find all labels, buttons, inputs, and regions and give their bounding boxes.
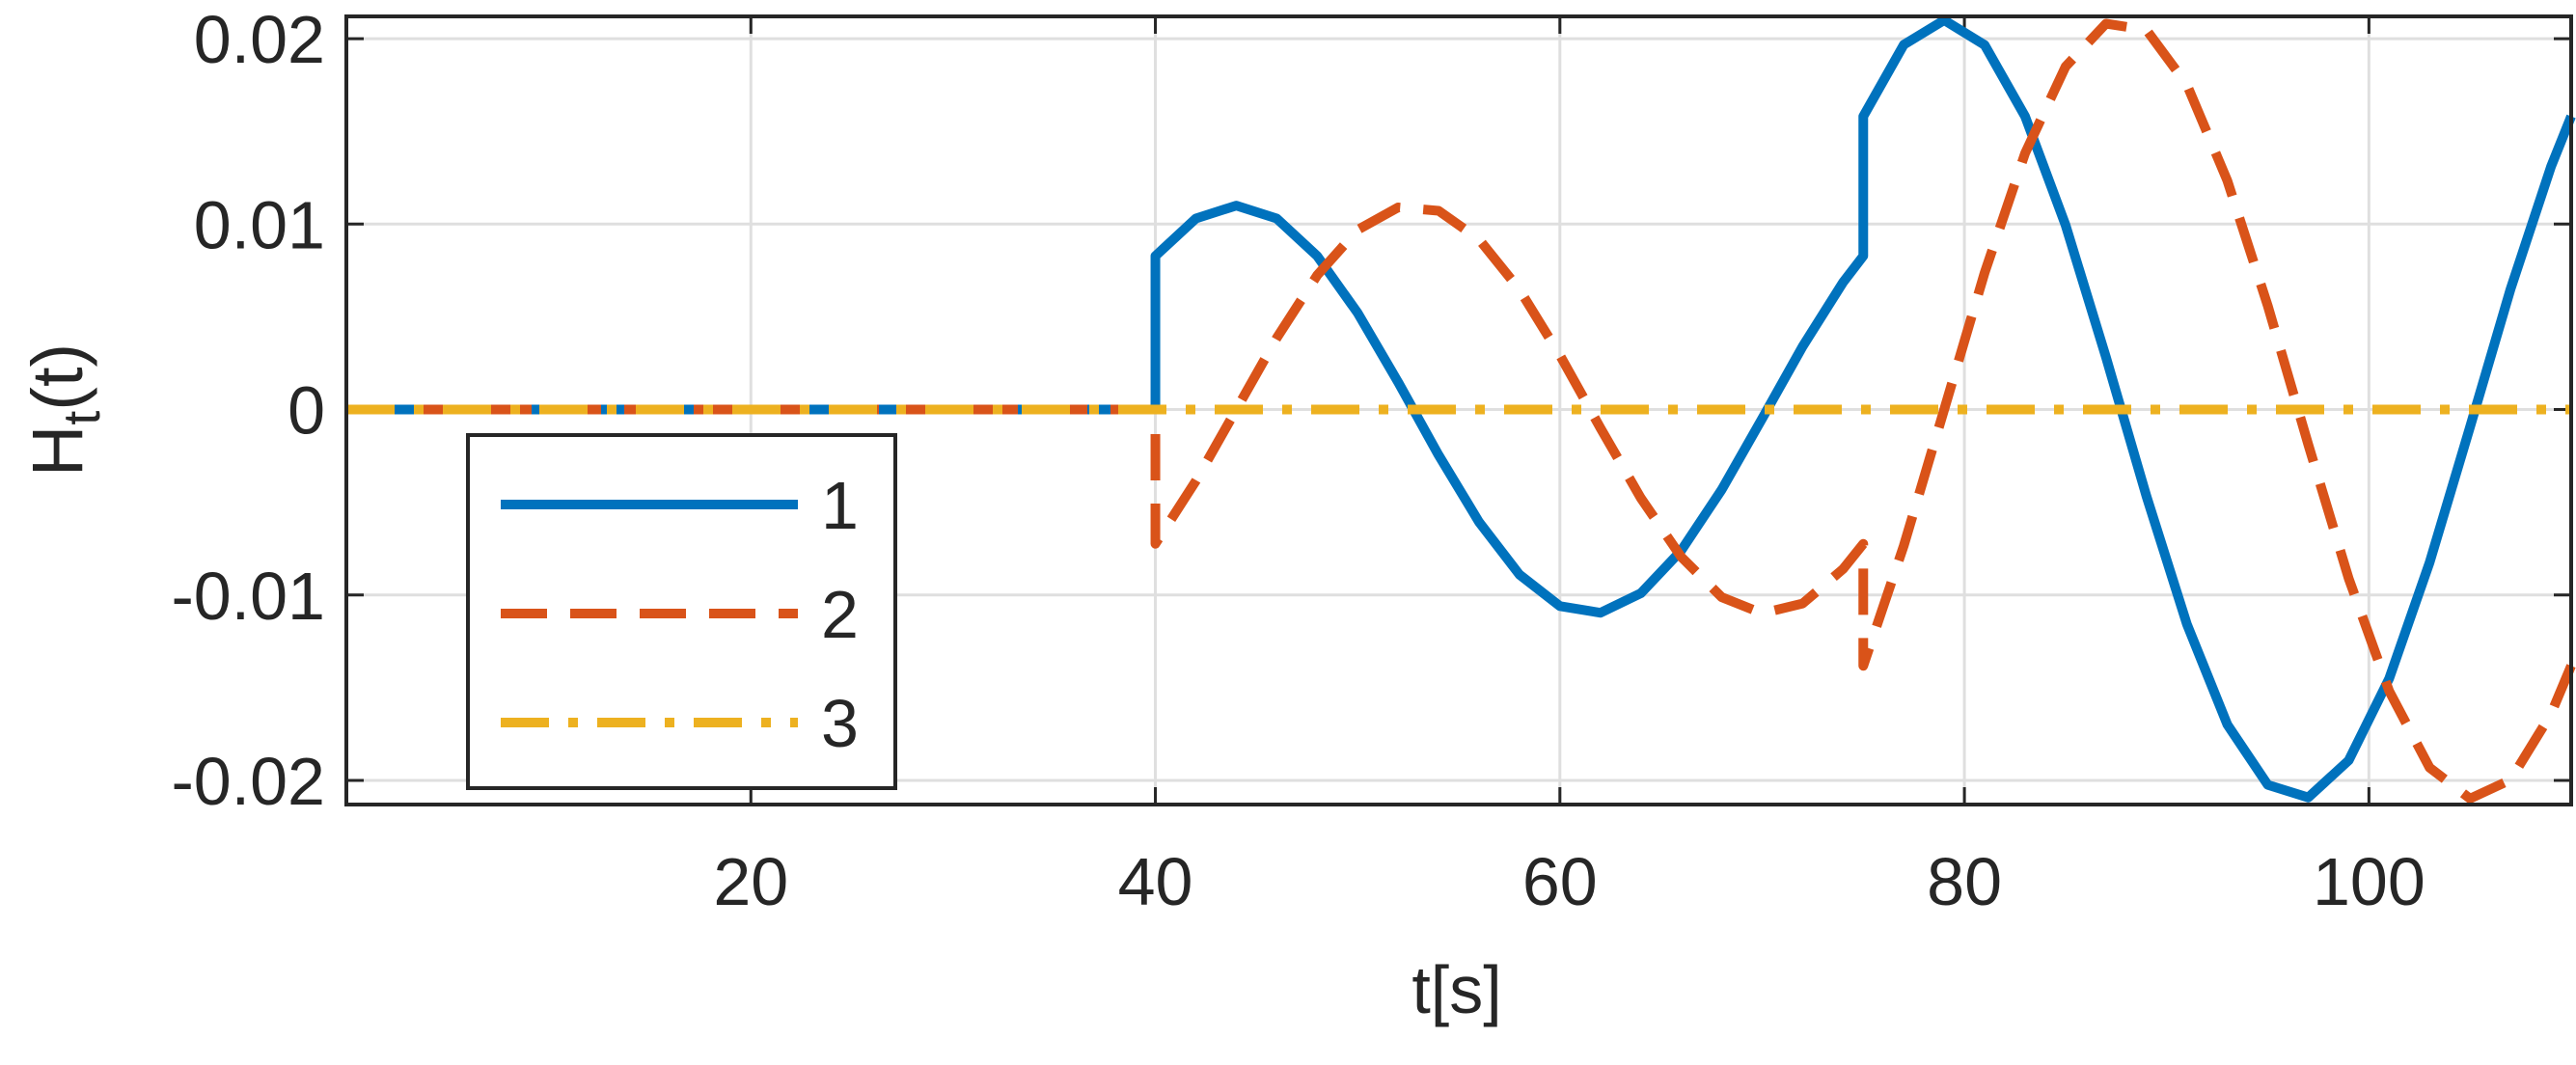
y-tick-label: -0.01 [171, 559, 325, 634]
y-axis-label: Ht(t) [17, 343, 111, 477]
y-tick-label: -0.02 [171, 744, 325, 819]
series-line [346, 18, 2576, 804]
legend-label: 3 [821, 686, 859, 761]
y-label-rest: (t) [17, 343, 97, 411]
x-tick-label: 60 [1522, 844, 1598, 919]
y-tick-label: 0.02 [194, 2, 325, 77]
legend-label: 2 [821, 577, 859, 652]
x-tick-label: 80 [1927, 844, 2002, 919]
y-tick-label: 0 [288, 373, 325, 449]
y-label-base: H [17, 425, 97, 477]
x-tick-label: 40 [1118, 844, 1193, 919]
plot-frame [344, 14, 2573, 806]
x-tick-label: 20 [713, 844, 788, 919]
legend-label: 1 [821, 468, 859, 543]
legend: 1 2 3 [466, 433, 897, 790]
y-tick-label: 0.01 [194, 187, 325, 262]
x-tick-label: 100 [2313, 844, 2425, 919]
series-line [346, 14, 2576, 803]
y-label-sub: t [53, 411, 111, 425]
x-axis-label: t[s] [1411, 952, 1501, 1027]
